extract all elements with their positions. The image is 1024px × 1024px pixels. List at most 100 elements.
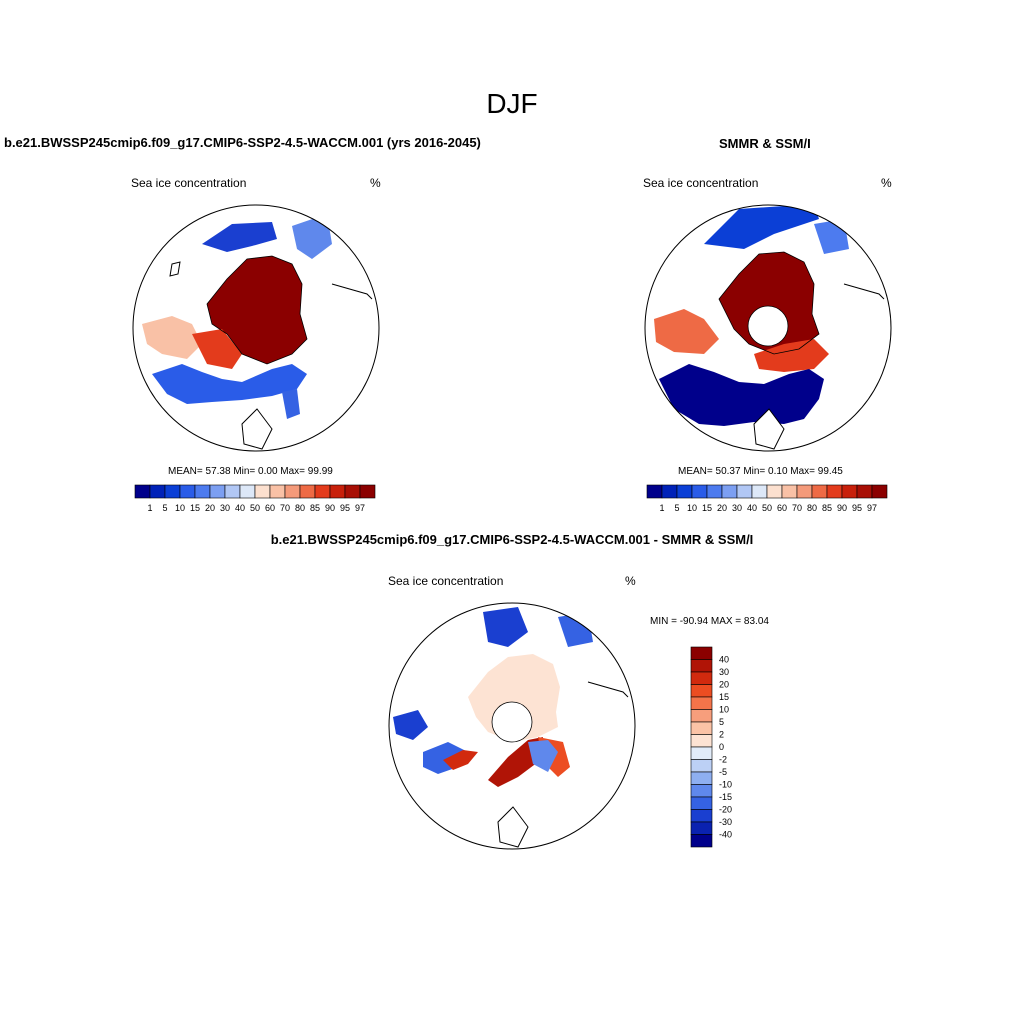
colorbar-swatch: [329, 484, 346, 499]
diff-units-label: %: [625, 574, 636, 588]
colorbar-swatch: [690, 809, 713, 823]
obs-stats: MEAN= 50.37 Min= 0.10 Max= 99.45: [678, 466, 843, 477]
diff-polar-map: [388, 602, 636, 850]
diff-stats: MIN = -90.94 MAX = 83.04: [650, 616, 769, 627]
colorbar-tick-label: 70: [792, 503, 802, 513]
colorbar-swatch: [856, 484, 873, 499]
colorbar-tick-label: 2: [719, 730, 724, 740]
colorbar-tick-label: 20: [717, 503, 727, 513]
colorbar-swatch: [690, 646, 713, 660]
colorbar-swatch: [299, 484, 316, 499]
colorbar-tick-label: -20: [719, 805, 732, 815]
colorbar-tick-label: 5: [719, 717, 724, 727]
colorbar-swatch: [690, 671, 713, 685]
colorbar-tick-label: 15: [702, 503, 712, 513]
colorbar-tick-label: 10: [719, 705, 729, 715]
colorbar-swatch: [209, 484, 226, 499]
colorbar-tick-label: 30: [719, 667, 729, 677]
colorbar-tick-label: 40: [747, 503, 757, 513]
colorbar-swatch: [134, 484, 151, 499]
colorbar-tick-label: 97: [355, 503, 365, 513]
colorbar-swatch: [796, 484, 813, 499]
colorbar-swatch: [721, 484, 738, 499]
colorbar-tick-label: 50: [762, 503, 772, 513]
colorbar-swatch: [284, 484, 301, 499]
colorbar-swatch: [690, 746, 713, 760]
colorbar-tick-label: 50: [250, 503, 260, 513]
colorbar-tick-label: 30: [732, 503, 742, 513]
colorbar-swatch: [690, 709, 713, 723]
colorbar-swatch: [871, 484, 888, 499]
colorbar-tick-label: 97: [867, 503, 877, 513]
colorbar-swatch: [254, 484, 271, 499]
colorbar-tick-label: 0: [719, 742, 724, 752]
colorbar-swatch: [706, 484, 723, 499]
colorbar-tick-label: 95: [852, 503, 862, 513]
model-left-label: Sea ice concentration: [131, 176, 247, 190]
model-polar-map: [132, 204, 380, 452]
colorbar-tick-label: 15: [190, 503, 200, 513]
colorbar-swatch: [164, 484, 181, 499]
obs-colorbar: 1 5 10 15 20 30 40 50 60 70 80 85 90 95 97: [646, 484, 888, 513]
colorbar-tick-label: 60: [265, 503, 275, 513]
colorbar-swatch: [690, 696, 713, 710]
colorbar-tick-label: 5: [162, 503, 167, 513]
diff-left-label: Sea ice concentration: [388, 574, 504, 588]
colorbar-swatch: [690, 721, 713, 735]
colorbar-swatch: [811, 484, 828, 499]
obs-left-label: Sea ice concentration: [643, 176, 759, 190]
colorbar-swatch: [691, 484, 708, 499]
colorbar-tick-label: -5: [719, 767, 727, 777]
colorbar-swatch: [149, 484, 166, 499]
colorbar-swatch: [239, 484, 256, 499]
colorbar-swatch: [690, 771, 713, 785]
colorbar-tick-label: -2: [719, 755, 727, 765]
colorbar-swatch: [690, 759, 713, 773]
colorbar-swatch: [841, 484, 858, 499]
colorbar-swatch: [826, 484, 843, 499]
colorbar-tick-label: 70: [280, 503, 290, 513]
model-stats: MEAN= 57.38 Min= 0.00 Max= 99.99: [168, 466, 333, 477]
colorbar-swatch: [344, 484, 361, 499]
colorbar-tick-label: 30: [220, 503, 230, 513]
colorbar-swatch: [179, 484, 196, 499]
colorbar-swatch: [690, 659, 713, 673]
colorbar-tick-label: -40: [719, 830, 732, 840]
colorbar-tick-label: -15: [719, 792, 732, 802]
colorbar-tick-label: 10: [687, 503, 697, 513]
colorbar-tick-label: 90: [325, 503, 335, 513]
colorbar-tick-label: 40: [235, 503, 245, 513]
colorbar-tick-label: 60: [777, 503, 787, 513]
colorbar-tick-label: 85: [822, 503, 832, 513]
colorbar-tick-label: 95: [340, 503, 350, 513]
colorbar-swatch: [690, 784, 713, 798]
colorbar-swatch: [690, 684, 713, 698]
colorbar-tick-label: 80: [807, 503, 817, 513]
colorbar-tick-label: 90: [837, 503, 847, 513]
colorbar-swatch: [676, 484, 693, 499]
colorbar-tick-label: 1: [659, 503, 664, 513]
colorbar-swatch: [766, 484, 783, 499]
colorbar-tick-label: 80: [295, 503, 305, 513]
obs-polar-map: [644, 204, 892, 452]
colorbar-swatch: [661, 484, 678, 499]
colorbar-swatch: [690, 821, 713, 835]
colorbar-swatch: [736, 484, 753, 499]
colorbar-tick-label: -10: [719, 780, 732, 790]
colorbar-swatch: [690, 834, 713, 848]
model-panel-title: b.e21.BWSSP245cmip6.f09_g17.CMIP6-SSP2-4…: [4, 135, 481, 150]
model-colorbar: 1 5 10 15 20 30 40 50 60 70 80 85 90 95 97: [134, 484, 376, 513]
colorbar-tick-label: 20: [205, 503, 215, 513]
obs-panel-title: SMMR & SSM/I: [719, 136, 811, 151]
colorbar-swatch: [194, 484, 211, 499]
colorbar-tick-label: 5: [674, 503, 679, 513]
colorbar-tick-label: 15: [719, 692, 729, 702]
colorbar-tick-label: 10: [175, 503, 185, 513]
colorbar-tick-label: -30: [719, 817, 732, 827]
colorbar-tick-label: 40: [719, 655, 729, 665]
obs-units-label: %: [881, 176, 892, 190]
colorbar-tick-label: 1: [147, 503, 152, 513]
colorbar-swatch: [751, 484, 768, 499]
colorbar-swatch: [690, 734, 713, 748]
